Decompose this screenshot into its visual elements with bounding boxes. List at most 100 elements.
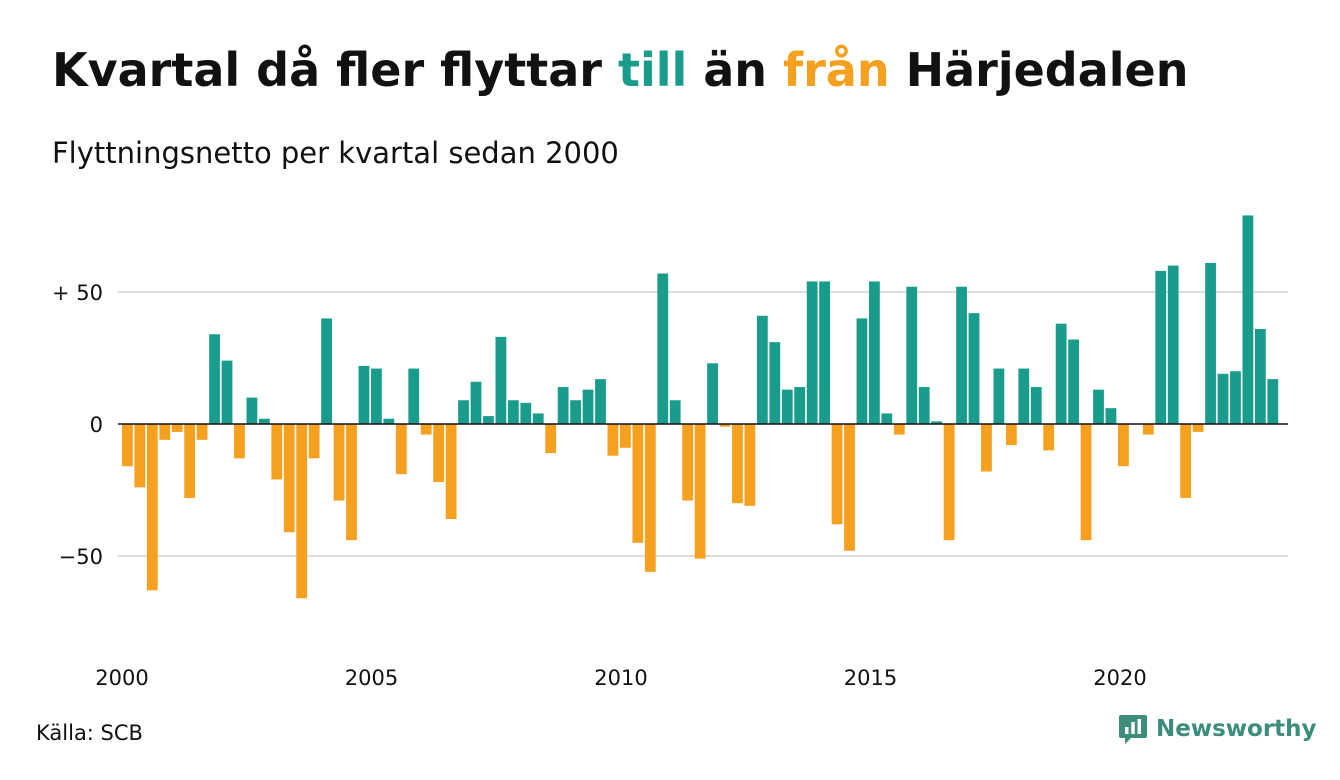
bar-negative	[445, 424, 457, 520]
bar-positive	[769, 342, 781, 424]
bar-positive	[570, 400, 581, 424]
bar-negative	[296, 424, 308, 599]
bar-positive	[371, 368, 382, 424]
bar-negative	[732, 424, 743, 504]
bar-positive	[1030, 387, 1042, 424]
bar-positive	[246, 397, 258, 424]
bar-negative	[420, 424, 432, 435]
bar-negative	[1043, 424, 1055, 451]
title-part-1: Kvartal då fler flyttar	[52, 43, 618, 97]
title-fran: från	[783, 43, 890, 97]
bar-positive	[906, 286, 918, 424]
bar-positive	[483, 416, 494, 424]
bar-positive	[557, 387, 569, 424]
y-tick-label: −50	[59, 545, 103, 569]
bar-negative	[1192, 424, 1204, 432]
bar-positive	[1055, 323, 1067, 424]
title-till: till	[617, 43, 688, 97]
bar-positive	[657, 273, 669, 424]
bar-negative	[271, 424, 283, 480]
bar-positive	[1267, 379, 1279, 424]
brand-name: Newsworthy	[1156, 716, 1317, 742]
bar-negative	[433, 424, 445, 483]
bar-positive	[358, 365, 370, 424]
bar-positive	[931, 421, 943, 424]
bar-positive	[968, 313, 980, 424]
chart-title: Kvartal då fler flyttar till än från Här…	[52, 40, 1188, 100]
bar-negative	[333, 424, 345, 501]
bar-positive	[209, 334, 220, 424]
bar-negative	[308, 424, 320, 459]
bar-positive	[1155, 270, 1167, 424]
bar-positive	[669, 400, 681, 424]
bar-positive	[221, 360, 233, 424]
bar-positive	[856, 318, 868, 424]
bar-positive	[1230, 371, 1241, 424]
bar-negative	[134, 424, 146, 488]
bar-negative	[196, 424, 208, 440]
bar-positive	[595, 379, 606, 424]
y-tick-label: 0	[90, 413, 103, 437]
title-part-3: Härjedalen	[889, 43, 1189, 97]
bar-negative	[545, 424, 557, 454]
bar-positive	[507, 400, 519, 424]
source-label: Källa: SCB	[36, 721, 143, 745]
bar-negative	[1180, 424, 1192, 498]
bar-negative	[632, 424, 644, 543]
bar-positive	[1105, 408, 1117, 424]
bar-positive	[819, 281, 830, 424]
bar-negative	[346, 424, 357, 541]
bar-positive	[1242, 215, 1254, 424]
bar-chart: + 50 0 −50 2000 2005 2010 2015 2020	[52, 215, 1288, 690]
bar-positive	[1068, 339, 1079, 424]
bar-negative	[744, 424, 756, 506]
bar-positive	[258, 418, 270, 424]
bar-positive	[1093, 389, 1104, 424]
bar-negative	[682, 424, 694, 501]
bar-negative	[607, 424, 619, 456]
brand: Newsworthy	[1118, 713, 1317, 745]
bar-positive	[1018, 368, 1030, 424]
y-tick-label: + 50	[52, 281, 103, 305]
bar-negative	[1142, 424, 1154, 435]
bar-positive	[869, 281, 880, 424]
bar-positive	[1167, 265, 1179, 424]
bar-negative	[1005, 424, 1017, 446]
bar-positive	[582, 389, 594, 424]
bar-negative	[831, 424, 843, 525]
x-tick-label: 2015	[844, 666, 897, 690]
x-tick-label: 2020	[1093, 666, 1146, 690]
bar-positive	[806, 281, 818, 424]
bar-positive	[470, 381, 482, 424]
bar-negative	[395, 424, 407, 475]
x-tick-label: 2010	[594, 666, 647, 690]
bar-positive	[1205, 262, 1216, 424]
bar-negative	[719, 424, 731, 427]
bar-negative	[184, 424, 196, 498]
bar-negative	[893, 424, 905, 435]
x-tick-label: 2005	[345, 666, 398, 690]
chart-subtitle: Flyttningsnetto per kvartal sedan 2000	[52, 136, 619, 170]
bar-positive	[956, 286, 967, 424]
bar-positive	[756, 315, 768, 424]
bar-positive	[321, 318, 332, 424]
bar-positive	[520, 402, 532, 424]
bar-negative	[283, 424, 295, 533]
bar-negative	[1080, 424, 1092, 541]
bar-negative	[1118, 424, 1129, 467]
bar-negative	[844, 424, 855, 551]
bar-negative	[943, 424, 955, 541]
bar-positive	[881, 413, 893, 424]
bar-negative	[122, 424, 133, 467]
x-tick-label: 2000	[95, 666, 148, 690]
bar-negative	[981, 424, 992, 472]
bar-negative	[234, 424, 245, 459]
bar-positive	[408, 368, 420, 424]
bar-negative	[159, 424, 171, 440]
bar-negative	[694, 424, 706, 559]
newsworthy-logo-icon	[1119, 715, 1147, 744]
title-part-2: än	[687, 43, 784, 97]
bar-positive	[781, 389, 793, 424]
bar-positive	[794, 387, 806, 424]
bar-negative	[620, 424, 631, 448]
